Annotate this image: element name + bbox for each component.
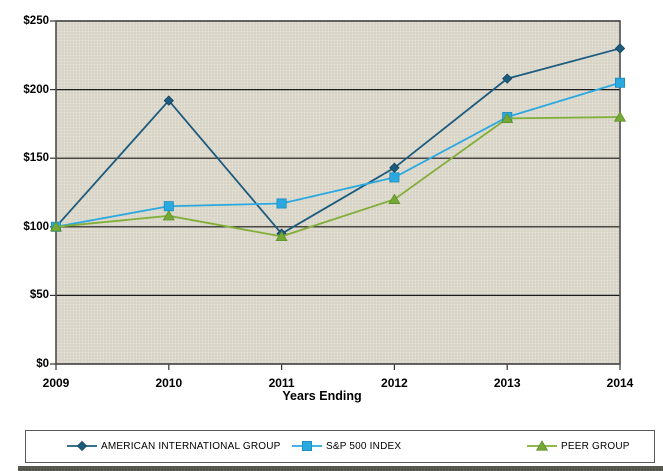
legend-marker-triangle-icon — [527, 440, 557, 451]
legend-marker-diamond-icon — [67, 440, 97, 452]
y-tick-label: $250 — [23, 15, 49, 27]
y-tick-label: $150 — [23, 152, 49, 165]
x-tick-label: 2011 — [268, 376, 295, 390]
x-axis-title: Years Ending — [282, 389, 362, 403]
x-tick-label: 2012 — [381, 376, 408, 390]
legend-item: S&P 500 INDEX — [291, 431, 401, 461]
x-tick-label: 2009 — [42, 376, 70, 390]
y-tick-label: $0 — [36, 358, 49, 370]
x-tick-label: 2013 — [493, 376, 521, 390]
legend-marker-square-icon — [292, 441, 322, 451]
y-tick-label: $200 — [23, 83, 49, 96]
bottom-border-bar — [18, 466, 663, 471]
y-tick-label: $100 — [23, 220, 49, 233]
legend-item: PEER GROUP — [526, 431, 630, 461]
x-tick-label: 2010 — [155, 376, 183, 390]
legend-item-label: S&P 500 INDEX — [326, 440, 402, 452]
chart-legend: AMERICAN INTERNATIONAL GROUP S&P 500 INDE… — [25, 430, 655, 463]
plot-area — [49, 20, 627, 370]
y-tick-label: $50 — [29, 289, 49, 302]
series-triangle — [49, 111, 627, 242]
legend-item: AMERICAN INTERNATIONAL GROUP — [66, 431, 281, 461]
x-tick-label: 2014 — [606, 376, 634, 390]
legend-item-label: PEER GROUP — [561, 440, 630, 452]
legend-item-label: AMERICAN INTERNATIONAL GROUP — [101, 440, 281, 452]
